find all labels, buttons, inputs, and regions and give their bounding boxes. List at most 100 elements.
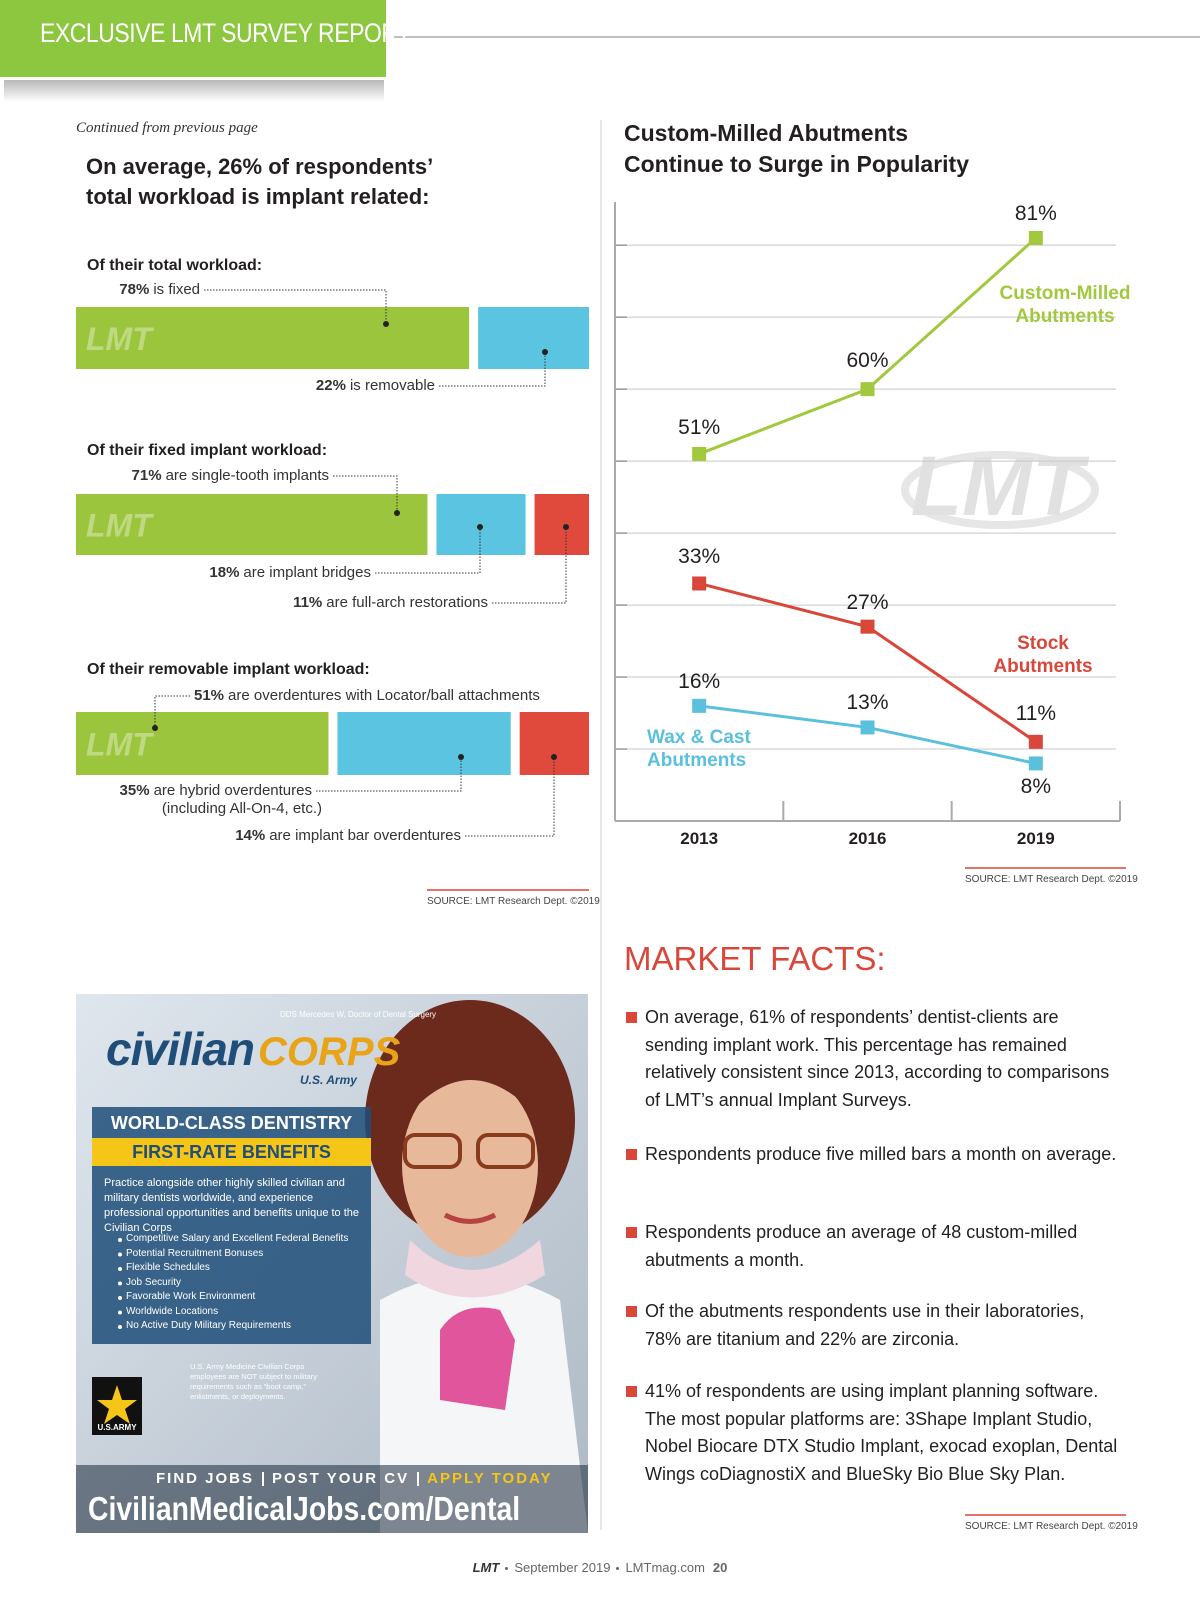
ad-brand: civilian — [106, 1023, 255, 1075]
leader-line — [333, 475, 398, 513]
fact-bullet — [626, 1012, 637, 1023]
data-label: 16% — [678, 669, 721, 693]
x-tick-label: 2019 — [1016, 829, 1055, 848]
footer-issue: September 2019 — [514, 1560, 611, 1575]
watermark-swoosh — [901, 451, 1099, 529]
facts-source: SOURCE: LMT Research Dept. ©2019 — [965, 1521, 1138, 1532]
bar-segment — [534, 494, 589, 555]
x-tick-label: 2013 — [680, 829, 719, 848]
annotation-text: are implant bar overdentures — [269, 827, 461, 844]
annotation-text: are hybrid overdentures — [153, 782, 312, 799]
ad-note: U.S. Army Medicine Civilian Corps employ… — [190, 1362, 317, 1401]
ad-cta: FIND JOBS POST YOUR CV APPLY TODAY — [156, 1470, 553, 1487]
market-facts-title: MARKET FACTS: — [624, 940, 886, 977]
fact: Respondents produce five milled bars a m… — [645, 1144, 1117, 1164]
annotation-text: are single-tooth implants — [165, 467, 329, 484]
footer-site: LMTmag.com — [625, 1560, 705, 1575]
series-line — [698, 236, 1037, 456]
banner-shadow — [4, 80, 384, 102]
ad-brand2: CORPS — [258, 1030, 401, 1074]
bar-segment — [76, 494, 428, 555]
ad-bullet — [118, 1267, 122, 1271]
ad-heading: FIRST-RATE BENEFITS — [132, 1142, 331, 1162]
point-marker — [860, 720, 875, 735]
point-marker — [692, 576, 707, 591]
cta-divider — [417, 1472, 420, 1487]
fact-bullet — [626, 1149, 637, 1160]
annotation-value: 11% — [293, 594, 323, 611]
annotation-value: 78% — [119, 281, 150, 298]
ad-body: Practice alongside other highly skilled … — [104, 1177, 360, 1234]
line-chart-title: Custom-Milled Abutments Continue to Surg… — [624, 120, 969, 177]
annotation-text: is removable — [349, 377, 435, 394]
series-name: Custom-Milled Abutments — [999, 283, 1131, 327]
ad-benefit: No Active Duty Military Requirements — [126, 1320, 292, 1331]
cta-item: APPLY TODAY — [427, 1470, 553, 1487]
bar-chart-title: Of their total workload: — [87, 257, 263, 274]
cta-divider — [262, 1472, 265, 1487]
ad-benefit: Competitive Salary and Excellent Federal… — [126, 1233, 349, 1244]
point-marker — [692, 698, 707, 713]
annotation-text: are overdentures with Locator/ball attac… — [228, 687, 540, 704]
leader-dot — [394, 510, 400, 516]
leader-line — [204, 289, 387, 324]
bar-segment — [478, 307, 589, 369]
cta-item: POST YOUR CV — [272, 1470, 410, 1487]
ad-benefit: Worldwide Locations — [126, 1305, 219, 1317]
annotation-value: 51% — [194, 687, 225, 704]
ad-bullet — [118, 1238, 122, 1242]
leader-dot — [542, 349, 548, 355]
cta-item: FIND JOBS — [156, 1470, 255, 1487]
ad-benefit: Job Security — [126, 1276, 182, 1288]
ad-brand-sub: U.S. Army — [300, 1073, 357, 1087]
bar-chart-title: Of their removable implant workload: — [87, 661, 370, 678]
annotation-value: 18% — [209, 564, 240, 581]
ad-bullet — [118, 1281, 122, 1286]
data-label: 8% — [1020, 775, 1051, 799]
leader-dot — [383, 321, 389, 327]
annotation-value: 14% — [235, 827, 266, 844]
x-tick-label: 2016 — [848, 829, 887, 848]
footer-magazine: LMT — [472, 1560, 500, 1575]
annotation-value: 22% — [315, 377, 346, 394]
annotation-value: 35% — [119, 782, 150, 799]
fact: 41% of respondents are using implant pla… — [645, 1381, 1118, 1484]
annotation: 14% are implant bar overdentures — [235, 826, 461, 846]
army-star — [97, 1385, 137, 1424]
bar-segment — [76, 307, 470, 369]
point-marker — [1028, 230, 1043, 245]
series-name: Wax & Cast Abutments — [647, 727, 751, 771]
fact: On average, 61% of respondents’ dentist-… — [645, 1007, 1110, 1110]
fact: Of the abutments respondents use in thei… — [645, 1301, 1085, 1349]
annotation: 78% is fixed — [119, 280, 200, 300]
leader-line — [439, 352, 546, 387]
continued-note: Continued from previous page — [76, 120, 258, 136]
leader-line — [316, 757, 462, 792]
leader-dot — [152, 725, 158, 731]
ad-army: U.S.ARMY — [97, 1423, 137, 1432]
leader-dot — [563, 524, 569, 530]
ad-bullet — [118, 1310, 122, 1315]
leader-line — [465, 757, 555, 837]
ad-benefit: Potential Recruitment Bonuses — [126, 1247, 264, 1259]
point-marker — [692, 446, 707, 461]
data-label: 11% — [1015, 701, 1057, 725]
ad-footer-band — [76, 1465, 588, 1533]
leader-dot — [477, 524, 483, 530]
bar-watermark: LMT — [86, 321, 154, 357]
data-label: 27% — [846, 590, 889, 614]
banner-title: EXCLUSIVE LMT SURVEY REPORT — [40, 18, 411, 48]
leader-dot — [551, 754, 557, 760]
annotation-note: (including All-On-4, etc.) — [161, 800, 322, 817]
bar-chart-title: Of their fixed implant workload: — [87, 442, 328, 459]
chart-source: SOURCE: LMT Research Dept. ©2019 — [427, 896, 600, 907]
annotation-value: 71% — [131, 467, 162, 484]
series-name: Stock Abutments — [993, 633, 1093, 677]
annotation-text: are full-arch restorations — [326, 594, 488, 611]
data-label: 60% — [846, 349, 889, 373]
ad-benefit: Favorable Work Environment — [126, 1291, 256, 1302]
bar-watermark: LMT — [86, 508, 154, 544]
ad-bullet — [118, 1252, 122, 1257]
line-watermark: LMT — [911, 439, 1090, 533]
